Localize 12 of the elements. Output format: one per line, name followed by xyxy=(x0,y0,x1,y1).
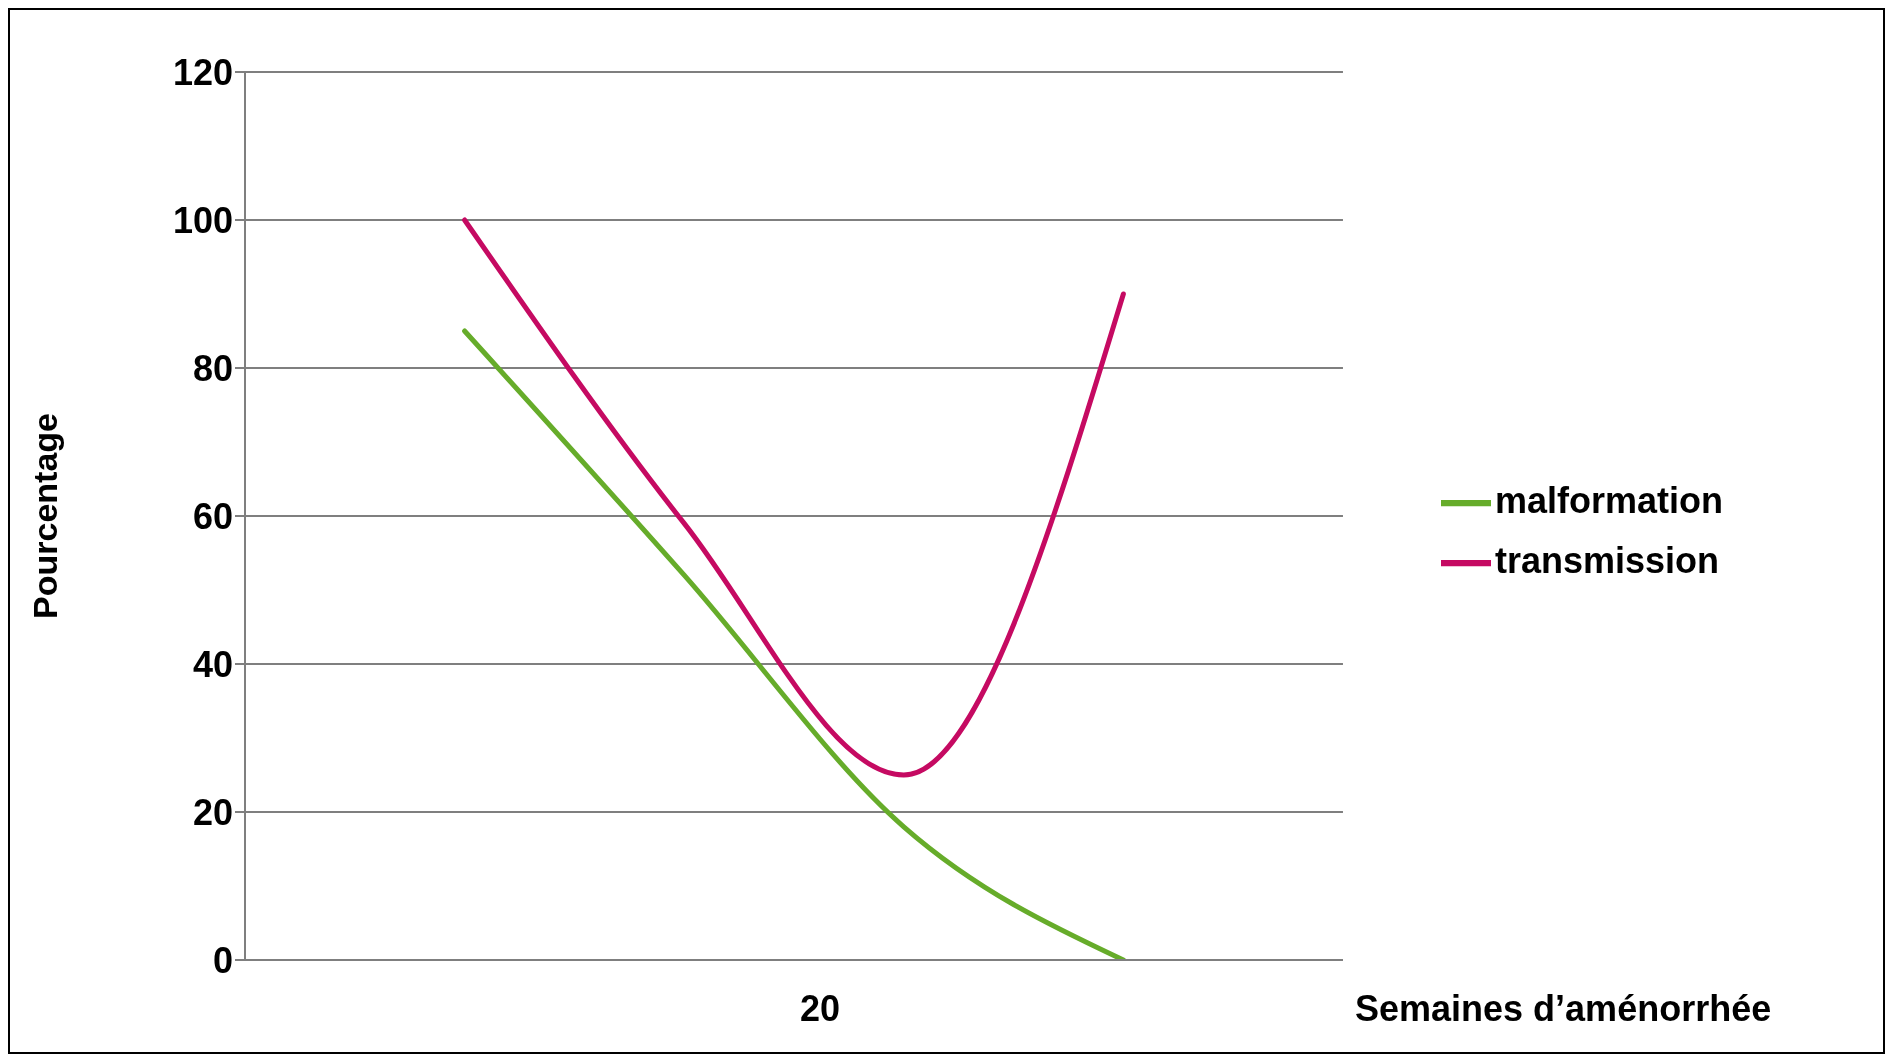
y-tick-label: 20 xyxy=(192,791,233,833)
y-tick-label: 60 xyxy=(192,495,233,537)
legend-label: transmission xyxy=(1494,540,1720,581)
y-tick-label: 120 xyxy=(172,51,233,93)
y-tick-label: 80 xyxy=(192,347,233,389)
y-axis-title: Pourcentage xyxy=(26,413,65,619)
text: 20 xyxy=(800,988,841,1030)
y-tick-label: 100 xyxy=(172,199,233,241)
y-tick-label: 40 xyxy=(192,643,233,685)
y-tick-label: 0 xyxy=(212,939,233,981)
x-axis-title: Semaines d’aménorrhée xyxy=(1355,988,1772,1030)
legend-label: malformation xyxy=(1494,480,1723,521)
